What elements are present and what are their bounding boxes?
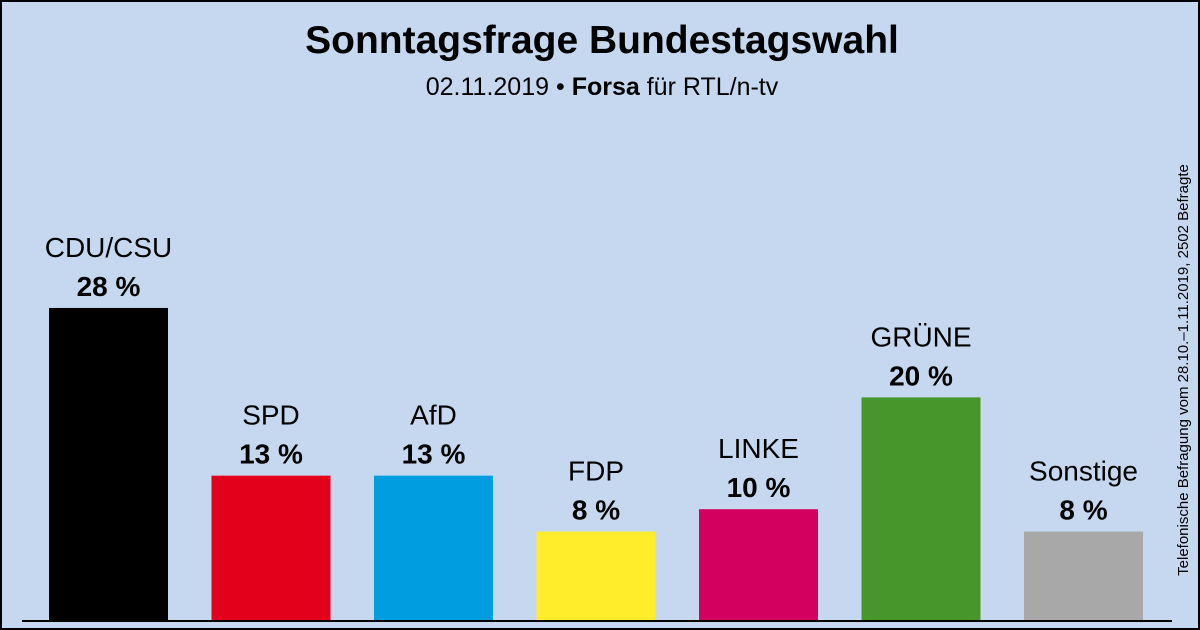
- value-label-afd: 13 %: [402, 439, 466, 470]
- value-label-sonstige: 8 %: [1059, 495, 1107, 526]
- bar-fdp: [536, 531, 656, 621]
- chart-subtitle: 02.11.2019 • Forsa für RTL/n-tv: [426, 73, 779, 101]
- bar-linke: [699, 509, 818, 621]
- bar-spd: [211, 475, 331, 621]
- bar-afd: [374, 475, 493, 621]
- party-label-spd: SPD: [242, 400, 300, 431]
- value-label-grüne: 20 %: [889, 360, 953, 391]
- subtitle-institute: Forsa: [572, 73, 641, 101]
- subtitle-separator: •: [549, 73, 572, 101]
- party-label-sonstige: Sonstige: [1029, 456, 1138, 487]
- value-label-fdp: 8 %: [572, 495, 620, 526]
- party-label-linke: LINKE: [718, 433, 799, 464]
- party-label-fdp: FDP: [568, 456, 624, 487]
- party-label-grüne: GRÜNE: [870, 321, 971, 352]
- bar-grüne: [861, 397, 981, 621]
- subtitle-date: 02.11.2019: [426, 73, 549, 101]
- party-label-afd: AfD: [410, 400, 457, 431]
- bar-cdu-csu: [49, 307, 168, 621]
- bar-sonstige: [1024, 531, 1143, 621]
- value-label-cdu-csu: 28 %: [77, 271, 141, 302]
- value-label-linke: 10 %: [727, 472, 791, 503]
- chart-title: Sonntagsfrage Bundestagswahl: [305, 19, 899, 62]
- bars-group: CDU/CSU 28 % SPD 13 % AfD 13 % FDP 8 % LINKE 10 %…: [45, 232, 1143, 621]
- value-label-spd: 13 %: [239, 439, 303, 470]
- party-label-cdu-csu: CDU/CSU: [45, 232, 173, 263]
- subtitle-client: für RTL/n-tv: [640, 73, 779, 101]
- survey-note: Telefonische Befragung vom 28.10.–1.11.2…: [1175, 164, 1192, 576]
